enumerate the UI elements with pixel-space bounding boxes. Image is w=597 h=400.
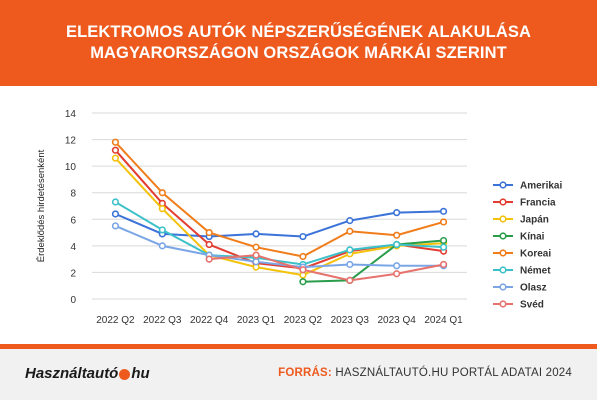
y-axis-title: Érdeklődés hirdetésenként: [36, 149, 47, 262]
series-line-koreai: [114, 141, 444, 258]
legend-marker-koreai: [499, 249, 507, 257]
data-point-svéd: [205, 255, 213, 263]
legend-label-német: Német: [520, 266, 551, 277]
x-tick-label: 2023 Q1: [237, 315, 276, 326]
data-point-német: [111, 198, 120, 206]
site-logo: Használtautó hu: [25, 365, 150, 382]
x-tick-label: 2024 Q1: [424, 315, 463, 326]
data-point-koreai: [439, 218, 448, 226]
data-point-koreai: [346, 227, 354, 235]
header-banner: ELEKTROMOS AUTÓK NÉPSZERŰSÉGÉNEK ALAKULÁ…: [0, 0, 597, 86]
legend-label-olasz: Olasz: [520, 283, 547, 294]
data-point-koreai: [158, 189, 166, 197]
x-tick-label: 2022 Q3: [143, 315, 182, 326]
data-point-koreai: [393, 231, 401, 239]
page-title-line-2: MAGYARORSZÁGON ORSZÁGOK MÁRKÁI SZERINT: [90, 44, 507, 62]
data-point-svéd: [252, 251, 260, 259]
legend-label-japán: Japán: [520, 215, 549, 226]
data-point-olasz: [252, 258, 260, 266]
series-line-kínai: [302, 239, 444, 283]
data-point-amerikai: [393, 209, 401, 217]
legend-marker-svéd: [499, 300, 507, 308]
data-point-koreai: [299, 252, 307, 261]
data-point-koreai: [111, 138, 120, 146]
legend-label-svéd: Svéd: [520, 300, 544, 311]
logo-suffix: hu: [131, 365, 150, 382]
legend-marker-japán: [499, 215, 507, 223]
logo-dot-icon: [119, 369, 131, 380]
legend-marker-amerikai: [499, 181, 507, 189]
data-point-amerikai: [346, 217, 354, 225]
data-point-koreai: [205, 228, 213, 237]
data-point-kínai: [299, 278, 307, 286]
x-tick-label: 2022 Q2: [96, 315, 135, 326]
data-point-német: [158, 226, 166, 234]
data-point-német: [346, 246, 354, 254]
data-point-német: [393, 240, 401, 249]
footer-accent-bar: [0, 344, 597, 349]
data-point-svéd: [439, 260, 448, 269]
legend-label-koreai: Koreai: [520, 249, 551, 260]
x-tick-label: 2023 Q4: [378, 315, 417, 326]
y-tick-label: 10: [65, 162, 77, 173]
data-point-amerikai: [439, 207, 448, 215]
x-tick-label: 2022 Q4: [190, 315, 229, 326]
data-point-amerikai: [299, 232, 307, 241]
legend-label-amerikai: Amerikai: [520, 181, 562, 192]
x-tick-label: 2023 Q2: [284, 315, 323, 326]
y-tick-label: 2: [70, 268, 76, 279]
legend-label-francia: Francia: [520, 198, 556, 209]
data-point-olasz: [393, 262, 401, 270]
series-line-olasz: [115, 225, 444, 269]
data-point-svéd: [299, 266, 307, 274]
data-point-olasz: [158, 242, 166, 250]
y-tick-label: 6: [70, 215, 76, 226]
source-text: HASZNÁLTAUTÓ.HU PORTÁL ADATAI 2024: [335, 367, 572, 379]
y-tick-label: 4: [70, 242, 76, 253]
legend-marker-német: [499, 266, 507, 274]
logo-text: Használtautó: [25, 365, 119, 382]
series-line-japán: [114, 157, 444, 277]
y-tick-label: 12: [65, 136, 77, 147]
data-point-svéd: [346, 276, 354, 284]
data-point-francia: [205, 240, 213, 249]
data-point-francia: [111, 146, 120, 154]
legend-marker-olasz: [499, 283, 507, 291]
data-point-olasz: [111, 222, 120, 230]
legend-label-kínai: Kínai: [520, 232, 545, 243]
y-tick-label: 14: [65, 109, 77, 120]
data-point-német: [439, 243, 448, 251]
x-tick-label: 2023 Q3: [331, 315, 370, 326]
series-line-svéd: [209, 254, 444, 282]
data-point-kínai: [439, 236, 448, 245]
chart-area: 0 2 4 6 8 10 12 14 Érdeklődés hirdetésenként 2022…: [0, 86, 597, 344]
line-chart: 0 2 4 6 8 10 12 14 Érdeklődés hirdetésenként 2022…: [36, 109, 562, 326]
source-note: FORRÁS: HASZNÁLTAUTÓ.HU PORTÁL ADATAI 20…: [278, 367, 572, 379]
y-tick-label: 0: [70, 295, 76, 306]
data-point-amerikai: [252, 230, 260, 238]
data-point-japán: [111, 154, 120, 162]
data-point-olasz: [346, 260, 354, 269]
footer: Használtautó hu FORRÁS: HASZNÁLTAUTÓ.HU …: [0, 344, 597, 400]
legend-marker-francia: [499, 198, 507, 206]
source-label: FORRÁS:: [278, 367, 332, 379]
series-line-német: [114, 201, 444, 266]
page-title-line-1: ELEKTROMOS AUTÓK NÉPSZERŰSÉGÉNEK ALAKULÁ…: [66, 23, 531, 41]
data-point-amerikai: [111, 210, 120, 218]
data-point-japán: [158, 205, 166, 213]
y-tick-label: 8: [70, 189, 76, 200]
legend-marker-kínai: [499, 232, 507, 240]
data-point-koreai: [252, 243, 260, 251]
data-point-svéd: [393, 270, 401, 278]
